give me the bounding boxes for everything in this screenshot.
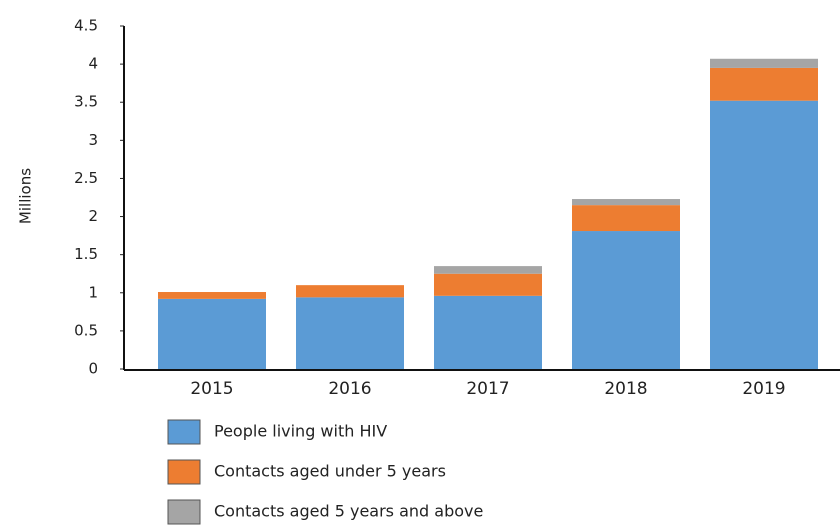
x-tick-label: 2016	[328, 379, 371, 399]
x-tick-label: 2017	[466, 379, 509, 399]
legend-label: People living with HIV	[214, 422, 387, 441]
legend-swatch	[167, 499, 201, 525]
bar-segment	[572, 205, 680, 232]
bar-segment	[158, 292, 266, 299]
y-tick-label: 3	[88, 131, 98, 149]
legend-swatch	[167, 419, 201, 445]
bar-segment	[296, 285, 404, 298]
y-tick-label: 2	[88, 207, 98, 225]
legend-label: Contacts aged under 5 years	[214, 462, 446, 481]
y-tick-label: 4.5	[74, 17, 98, 35]
legend-label: Contacts aged 5 years and above	[214, 502, 483, 521]
y-tick-label: 0.5	[74, 321, 98, 339]
x-tick-label: 2015	[190, 379, 233, 399]
x-tick-label: 2018	[604, 379, 647, 399]
y-tick-label: 3.5	[74, 93, 98, 111]
y-tick-label: 1	[88, 283, 98, 301]
y-tick-label: 2.5	[74, 169, 98, 187]
y-tick-label: 0	[88, 360, 98, 378]
bar-segment	[710, 67, 818, 101]
y-tick-label: 4	[88, 55, 98, 73]
y-tick-label: 1.5	[74, 245, 98, 263]
bar-segment	[434, 266, 542, 274]
bar-segment	[710, 58, 818, 68]
bar-segment	[296, 297, 404, 369]
bar-segment	[572, 231, 680, 369]
bar-segment	[434, 295, 542, 369]
legend-swatch	[167, 459, 201, 485]
y-axis-label: Millions	[17, 168, 35, 224]
bar-segment	[434, 273, 542, 296]
bar-segment	[710, 100, 818, 369]
x-tick-label: 2019	[742, 379, 785, 399]
bar-segment	[158, 298, 266, 369]
bar-segment	[572, 199, 680, 206]
